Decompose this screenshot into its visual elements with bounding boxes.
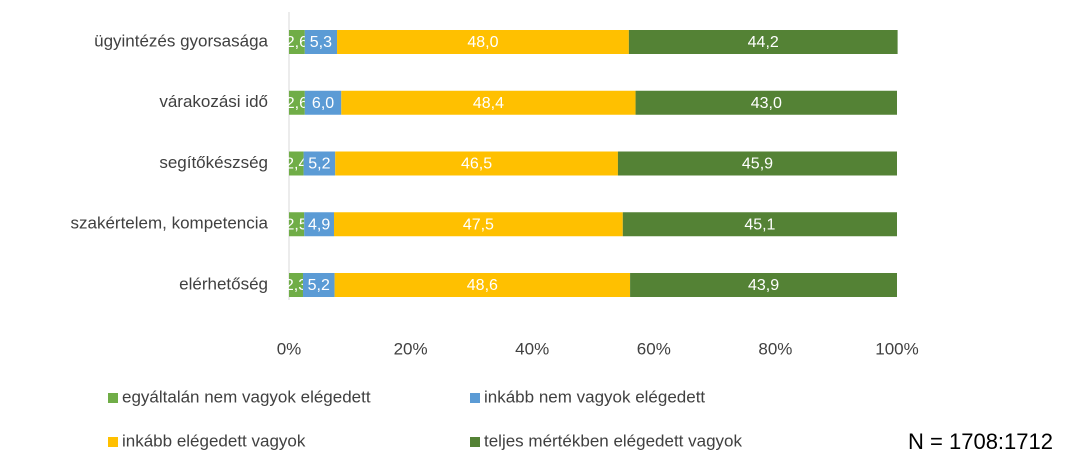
value-label: 4,9 <box>308 216 330 233</box>
bar-segment <box>289 151 304 176</box>
value-label: 6,0 <box>312 95 334 112</box>
bar-segment <box>334 273 631 297</box>
bar-segment <box>333 212 623 237</box>
bar-segment <box>304 30 338 54</box>
value-label: 2,6 <box>286 95 308 112</box>
value-label: 43,9 <box>748 277 779 294</box>
bar-segment <box>341 90 636 115</box>
value-label: 2,6 <box>286 34 308 51</box>
annotation: N = 1708:1712 <box>908 429 1053 454</box>
bar-segment <box>630 273 897 297</box>
value-label: 2,3 <box>285 277 307 294</box>
y-tick-label: segítőkészség <box>159 153 268 172</box>
bar-segment <box>289 30 305 54</box>
value-label: 5,2 <box>308 277 330 294</box>
x-tick-label: 40% <box>515 339 549 358</box>
y-tick-label: szakértelem, kompetencia <box>71 214 269 233</box>
legend-swatch <box>470 393 480 403</box>
value-label: 47,5 <box>463 216 494 233</box>
bar-segment <box>304 212 334 237</box>
value-label: 46,5 <box>461 156 492 173</box>
bar-segment <box>622 212 897 237</box>
legend-swatch <box>108 393 118 403</box>
bar-segment <box>302 273 335 297</box>
x-tick-label: 20% <box>394 339 428 358</box>
bar-segment <box>628 30 898 54</box>
value-label: 5,2 <box>308 156 330 173</box>
value-label: 45,9 <box>742 156 773 173</box>
value-label: 45,1 <box>744 216 775 233</box>
legend-label: inkább nem vagyok elégedett <box>484 387 705 406</box>
bar-segment <box>303 151 336 176</box>
y-tick-label: ügyintézés gyorsasága <box>94 31 268 50</box>
value-label: 2,4 <box>285 156 307 173</box>
x-tick-label: 0% <box>277 339 302 358</box>
x-tick-label: 60% <box>637 339 671 358</box>
legend-label: inkább elégedett vagyok <box>122 431 306 450</box>
value-label: 48,4 <box>473 95 504 112</box>
value-label: 5,3 <box>310 34 332 51</box>
legend-swatch <box>108 437 118 447</box>
bar-segment <box>289 273 303 297</box>
legend-label: egyáltalán nem vagyok elégedett <box>122 387 371 406</box>
bar-segment <box>335 151 618 176</box>
legend-swatch <box>470 437 480 447</box>
value-label: 43,0 <box>751 95 782 112</box>
value-label: 44,2 <box>748 34 779 51</box>
y-tick-label: várakozási idő <box>159 92 268 111</box>
x-tick-label: 100% <box>875 339 918 358</box>
value-label: 48,0 <box>467 34 498 51</box>
legend-label: teljes mértékben elégedett vagyok <box>484 431 742 450</box>
bar-segment <box>635 90 897 115</box>
bar-segment <box>289 212 305 237</box>
bar-segment <box>289 90 305 115</box>
bar-segment <box>337 30 629 54</box>
bar-segment <box>304 90 342 115</box>
bar-segment <box>617 151 897 176</box>
value-label: 48,6 <box>467 277 498 294</box>
value-label: 2,5 <box>285 216 307 233</box>
y-tick-label: elérhetőség <box>179 274 268 293</box>
x-tick-label: 80% <box>758 339 792 358</box>
